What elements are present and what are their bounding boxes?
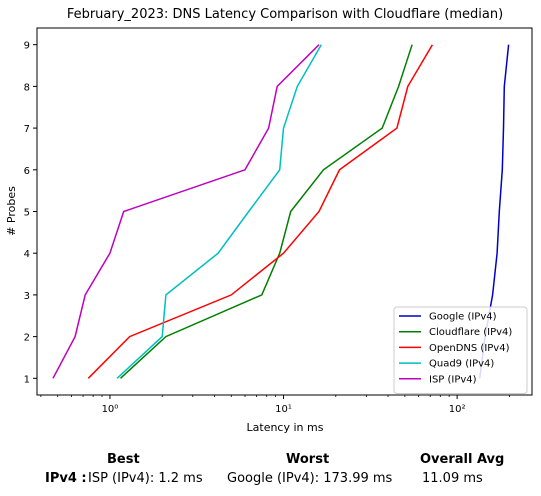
- y-axis-label: # Probes: [5, 186, 18, 236]
- series-line-2: [119, 44, 413, 379]
- y-tick-label: 4: [24, 249, 30, 260]
- summary-best-header: Best: [107, 452, 140, 467]
- y-tick-label: 5: [24, 208, 30, 219]
- summary-avg-value: 11.09 ms: [422, 471, 483, 486]
- x-tick-label: 10²: [449, 404, 466, 415]
- legend-label: Cloudflare (IPv4): [429, 327, 512, 338]
- legend-label: Quad9 (IPv4): [429, 359, 494, 370]
- latency-chart: February_2023: DNS Latency Comparison wi…: [5, 7, 533, 434]
- y-tick-label: 7: [24, 124, 30, 135]
- legend-label: Google (IPv4): [429, 312, 497, 323]
- x-tick-label: 10¹: [275, 404, 292, 415]
- plot-frame: [36, 27, 533, 396]
- y-tick-label: 3: [24, 291, 30, 302]
- legend-label: OpenDNS (IPv4): [429, 343, 510, 354]
- legend-label: ISP (IPv4): [429, 374, 477, 385]
- x-tick-label: 10⁰: [102, 404, 119, 415]
- summary-worst-header: Worst: [286, 452, 330, 467]
- series-line-5: [52, 44, 320, 379]
- legend-box: [393, 306, 528, 394]
- y-tick-label: 6: [24, 166, 30, 177]
- summary-avg-header: Overall Avg: [420, 452, 505, 467]
- legend: Google (IPv4) Cloudflare (IPv4) OpenDNS (I…: [393, 306, 528, 394]
- y-tick-label: 8: [24, 82, 30, 93]
- series-line-4: [116, 44, 322, 379]
- y-tick-label: 2: [24, 333, 30, 344]
- summary-row-label: IPv4 :: [45, 471, 87, 486]
- x-axis-label: Latency in ms: [247, 421, 324, 434]
- y-tick-label: 9: [24, 41, 30, 52]
- series-line-3: [87, 44, 434, 379]
- chart-title: February_2023: DNS Latency Comparison wi…: [67, 7, 503, 22]
- y-tick-label: 1: [24, 374, 30, 385]
- summary-worst-value: Google (IPv4): 173.99 ms: [227, 471, 393, 486]
- summary-best-value: ISP (IPv4): 1.2 ms: [88, 471, 203, 486]
